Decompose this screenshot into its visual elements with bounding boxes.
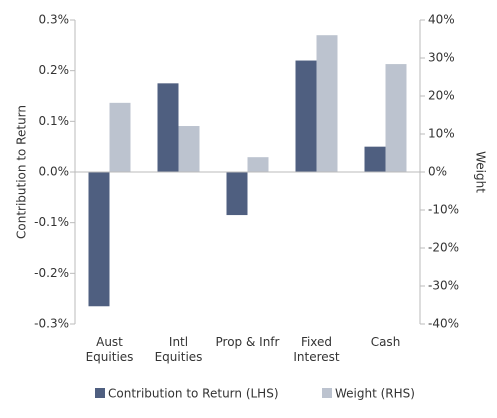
bar (157, 83, 179, 172)
y-tick-label: 0.0% (39, 165, 70, 179)
x-tick-label: Aust Equities (85, 335, 134, 364)
y-tick-label: 0.2% (39, 63, 70, 77)
bar (364, 146, 386, 172)
y2-tick-label: 20% (428, 89, 455, 103)
y2-tick-label: -20% (428, 241, 459, 255)
bar (88, 172, 110, 307)
bar (385, 64, 407, 172)
y2-tick-label: 0% (428, 165, 447, 179)
y2-tick-label: 30% (428, 51, 455, 65)
legend-swatch (95, 388, 105, 398)
y-axis-label: Contribution to Return (15, 105, 29, 239)
x-tick-label: Prop & Infr (215, 335, 280, 349)
y2-tick-label: -30% (428, 279, 459, 293)
x-tick-label: Fixed Interest (293, 335, 340, 364)
y-tick-label: -0.1% (34, 215, 69, 229)
bar (109, 102, 131, 172)
legend-swatch (322, 388, 332, 398)
y-tick-label: -0.2% (34, 266, 69, 280)
bar (247, 157, 269, 172)
legend-label: Contribution to Return (LHS) (108, 387, 279, 401)
y2-tick-label: -10% (428, 203, 459, 217)
bar (178, 126, 200, 172)
bar (316, 35, 338, 173)
y2-axis-label: Weight (474, 151, 488, 193)
y2-tick-label: 10% (428, 127, 455, 141)
y-tick-label: 0.3% (39, 13, 70, 27)
bar (226, 172, 248, 216)
x-tick-label: Cash (370, 335, 401, 349)
y2-tick-label: -40% (428, 317, 459, 331)
legend-label: Weight (RHS) (335, 387, 415, 401)
x-tick-label: Intl Equities (154, 335, 203, 364)
y-tick-label: 0.1% (39, 114, 70, 128)
y-tick-label: -0.3% (34, 317, 69, 331)
bar (295, 60, 317, 172)
y2-tick-label: 40% (428, 13, 455, 27)
